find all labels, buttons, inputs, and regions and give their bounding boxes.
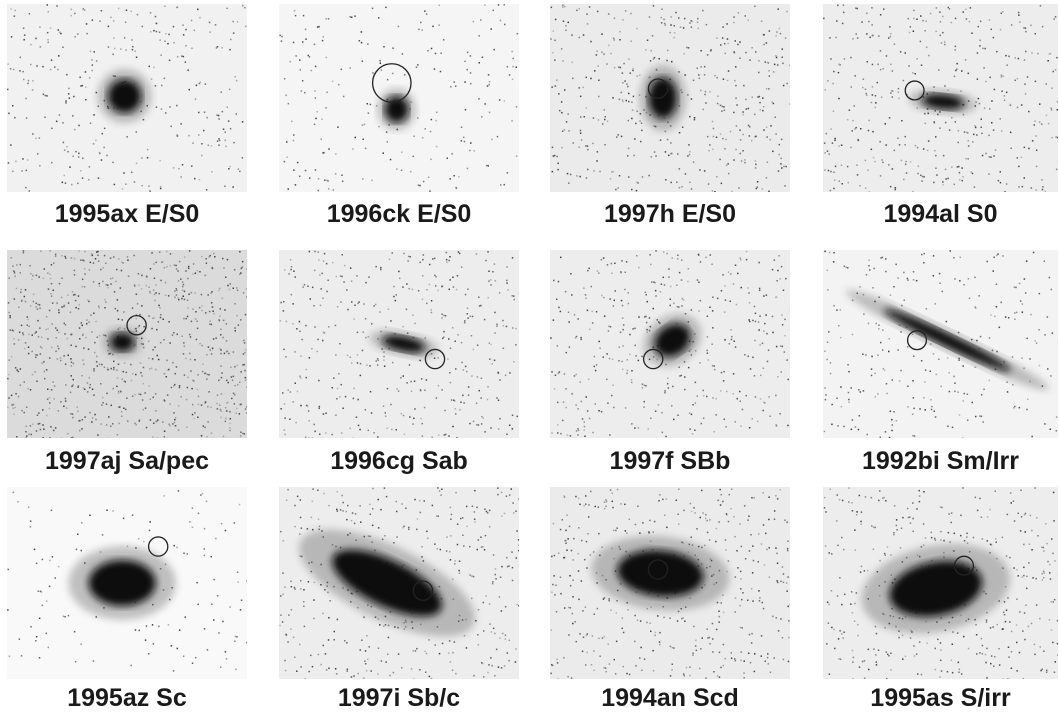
galaxy-panel: 1996cg Sab <box>279 0 519 719</box>
galaxy-image <box>823 250 1058 438</box>
galaxy-panel: 1995az Sc <box>7 0 247 719</box>
galaxy-image <box>823 4 1058 192</box>
galaxy-panel: 1995ax E/S0 <box>7 0 247 719</box>
panel-caption: 1995ax E/S0 <box>54 200 200 228</box>
supernova-marker <box>412 580 434 601</box>
galaxy-image <box>279 250 519 438</box>
galaxy-panel: 1995as S/irr <box>823 0 1058 719</box>
galaxy-image <box>7 487 247 679</box>
supernova-marker <box>371 63 412 103</box>
supernova-marker <box>147 536 169 557</box>
galaxy-image <box>7 250 247 438</box>
panel-caption: 1994al S0 <box>883 200 998 228</box>
panel-caption: 1997i Sb/c <box>337 684 461 712</box>
supernova-marker <box>647 559 669 580</box>
galaxy-image <box>550 487 790 679</box>
galaxy-image <box>279 4 519 192</box>
panel-caption: 1997h E/S0 <box>603 200 737 228</box>
galaxy-panel: 1994al S0 <box>823 0 1058 719</box>
galaxy-image <box>550 250 790 438</box>
galaxy-panel: 1997aj Sa/pec <box>7 0 247 719</box>
panel-caption: 1997aj Sa/pec <box>44 447 209 475</box>
panel-caption: 1996ck E/S0 <box>326 200 472 228</box>
panel-caption: 1995as S/irr <box>870 684 1011 712</box>
panel-caption: 1996cg Sab <box>330 447 468 475</box>
panel-caption: 1994an Scd <box>601 684 739 712</box>
supernova-marker <box>904 80 925 101</box>
supernova-marker <box>953 555 975 576</box>
galaxy-panel: 1997i Sb/c <box>279 0 519 719</box>
galaxy-image <box>823 487 1058 679</box>
galaxy-panel: 1992bi Sm/Irr <box>823 0 1058 719</box>
galaxy-panel: 1994an Scd <box>550 0 790 719</box>
supernova-marker <box>642 348 664 370</box>
galaxy-image <box>550 4 790 192</box>
galaxy-image <box>279 487 519 679</box>
supernova-marker <box>126 314 147 336</box>
supernova-marker <box>424 348 446 370</box>
panel-caption: 1995az Sc <box>67 684 187 712</box>
supernova-marker <box>647 78 669 99</box>
galaxy-panel: 1997h E/S0 <box>550 0 790 719</box>
galaxy-panel: 1997f SBb <box>550 0 790 719</box>
panel-caption: 1992bi Sm/Irr <box>861 447 1020 475</box>
galaxy-panel: 1996ck E/S0 <box>279 0 519 719</box>
panel-caption: 1997f SBb <box>609 447 731 475</box>
supernova-marker <box>906 330 928 351</box>
galaxy-image <box>7 4 247 192</box>
